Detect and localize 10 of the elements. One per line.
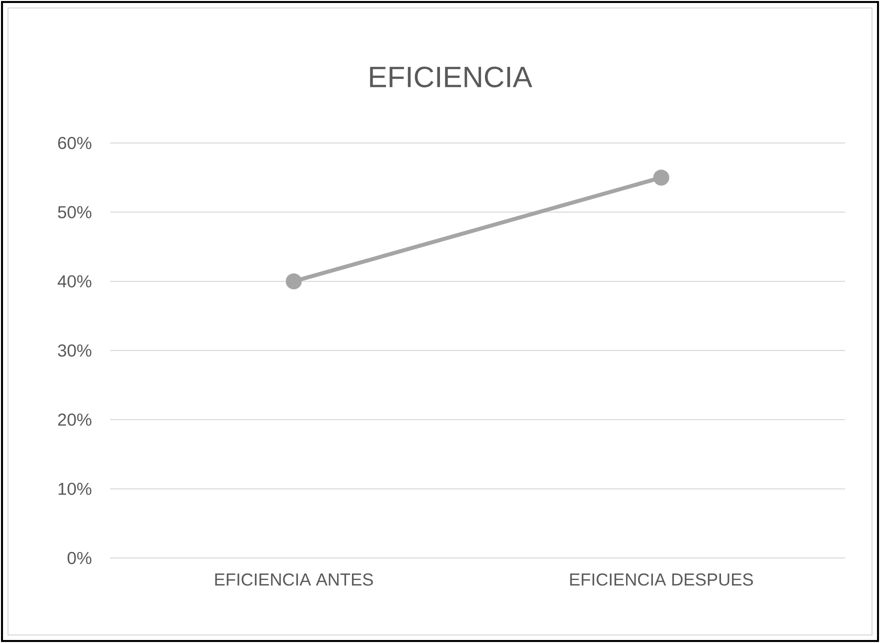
y-tick-label: 0% (68, 552, 92, 564)
y-tick-label: 40% (58, 275, 92, 288)
y-tick-label: 30% (58, 344, 92, 357)
x-tick-label: EFICIENCIA DESPUES (570, 573, 753, 586)
y-tick-label: 50% (58, 206, 92, 218)
y-tick-label: 20% (58, 414, 92, 426)
chart-title: EFICIENCIA (370, 66, 532, 88)
y-tick-label: 10% (58, 482, 92, 495)
y-tick-label: 60% (58, 136, 92, 150)
x-tick-label: EFICIENCIA ANTES (215, 573, 373, 586)
